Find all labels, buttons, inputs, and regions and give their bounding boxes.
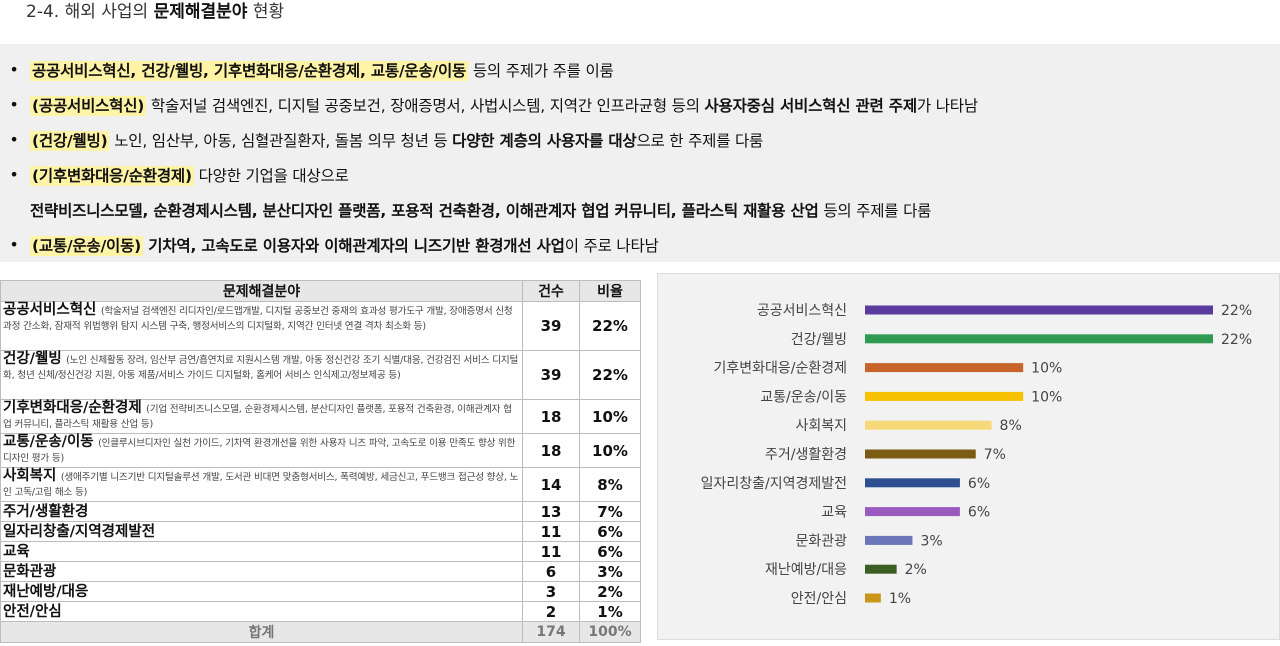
- bar: [865, 507, 960, 517]
- bar: [865, 305, 1213, 315]
- category-label: 일자리창출/지역경제발전: [701, 476, 847, 492]
- category-label: 기후변화대응/순환경제: [713, 361, 847, 377]
- bullet-icon: •: [9, 165, 19, 184]
- table-row: 안전/안심 2 1%: [0, 601, 641, 622]
- table-row: 재난예방/대응 3 2%: [0, 581, 641, 602]
- value-label: 3%: [920, 533, 942, 549]
- value-label: 6%: [968, 505, 990, 521]
- table-row: 교통/운송/이동 (인클루시브디자인 실천 가이드, 기차역 환경개선을 위한 …: [0, 433, 641, 468]
- bar: [865, 420, 992, 430]
- category-label: 건강/웰빙: [791, 332, 847, 348]
- bar: [865, 334, 1213, 344]
- value-label: 6%: [968, 476, 990, 492]
- category-label: 문화관광: [795, 533, 847, 549]
- bullet-icon: •: [9, 130, 19, 149]
- category-label: 교통/운송/이동: [760, 389, 847, 405]
- category-label: 재난예방/대응: [765, 562, 847, 578]
- table-row: 사회복지 (생애주기별 니즈기반 디지털솔루션 개발, 도서관 비대면 맞춤형서…: [0, 467, 641, 502]
- bar: [865, 478, 960, 488]
- ratio-bar-chart: 공공서비스혁신 22% 건강/웰빙 22% 기후변화대응/순환경제 10% 교통/운송/이동…: [657, 273, 1280, 640]
- summary-panel: • 공공서비스혁신, 건강/웰빙, 기후변화대응/순환경제, 교통/운송/이동 …: [0, 44, 1280, 262]
- header-count: 건수: [522, 280, 580, 302]
- category-label: 주거/생활환경: [765, 447, 847, 463]
- category-label: 교육: [821, 505, 847, 521]
- bar: [865, 593, 881, 603]
- table-row: 교육 11 6%: [0, 541, 641, 562]
- total-ratio: 100%: [579, 621, 641, 643]
- bar: [865, 564, 897, 574]
- value-label: 7%: [984, 447, 1006, 463]
- category-label: 사회복지: [795, 418, 847, 434]
- bullet-icon: •: [9, 95, 19, 114]
- total-label: 합계: [0, 621, 523, 643]
- category-label: 공공서비스혁신: [757, 303, 847, 319]
- category-label: 안전/안심: [791, 591, 847, 607]
- table-total-row: 합계 174 100%: [0, 621, 641, 643]
- bullet-icon: •: [9, 235, 19, 254]
- table-row: 공공서비스혁신 (학술저널 검색엔진 리디자인/로드맵개발, 디지털 공중보건 …: [0, 301, 641, 351]
- bar: [865, 535, 913, 545]
- table-row: 주거/생활환경 13 7%: [0, 501, 641, 522]
- value-label: 2%: [905, 562, 927, 578]
- bar: [865, 449, 976, 459]
- value-label: 10%: [1031, 389, 1062, 405]
- bar-chart-svg: 공공서비스혁신 22% 건강/웰빙 22% 기후변화대응/순환경제 10% 교통/운송/이동…: [701, 303, 1253, 607]
- table-row: 기후변화대응/순환경제 (기업 전략비즈니스모델, 순환경제시스템, 분산디자인…: [0, 399, 641, 434]
- value-label: 8%: [1000, 418, 1022, 434]
- total-count: 174: [522, 621, 580, 643]
- header-ratio: 비율: [579, 280, 641, 302]
- bar: [865, 391, 1024, 401]
- table-header: 문제해결분야 건수 비율: [0, 280, 641, 302]
- table-row: 건강/웰빙 (노인 신체활동 장려, 임산부 금연/흡연치료 지원시스템 개발,…: [0, 350, 641, 400]
- value-label: 1%: [889, 591, 911, 607]
- bullet-icon: •: [9, 60, 19, 79]
- page-title: 2-4. 해외 사업의 문제해결분야 현황: [26, 2, 285, 22]
- value-label: 22%: [1221, 332, 1252, 348]
- problem-field-table: 문제해결분야 건수 비율 공공서비스혁신 (학술저널 검색엔진 리디자인/로드맵…: [0, 280, 641, 643]
- header-field: 문제해결분야: [0, 280, 523, 302]
- table-row: 일자리창출/지역경제발전 11 6%: [0, 521, 641, 542]
- value-label: 22%: [1221, 303, 1252, 319]
- bar: [865, 363, 1024, 373]
- table-row: 문화관광 6 3%: [0, 561, 641, 582]
- value-label: 10%: [1031, 361, 1062, 377]
